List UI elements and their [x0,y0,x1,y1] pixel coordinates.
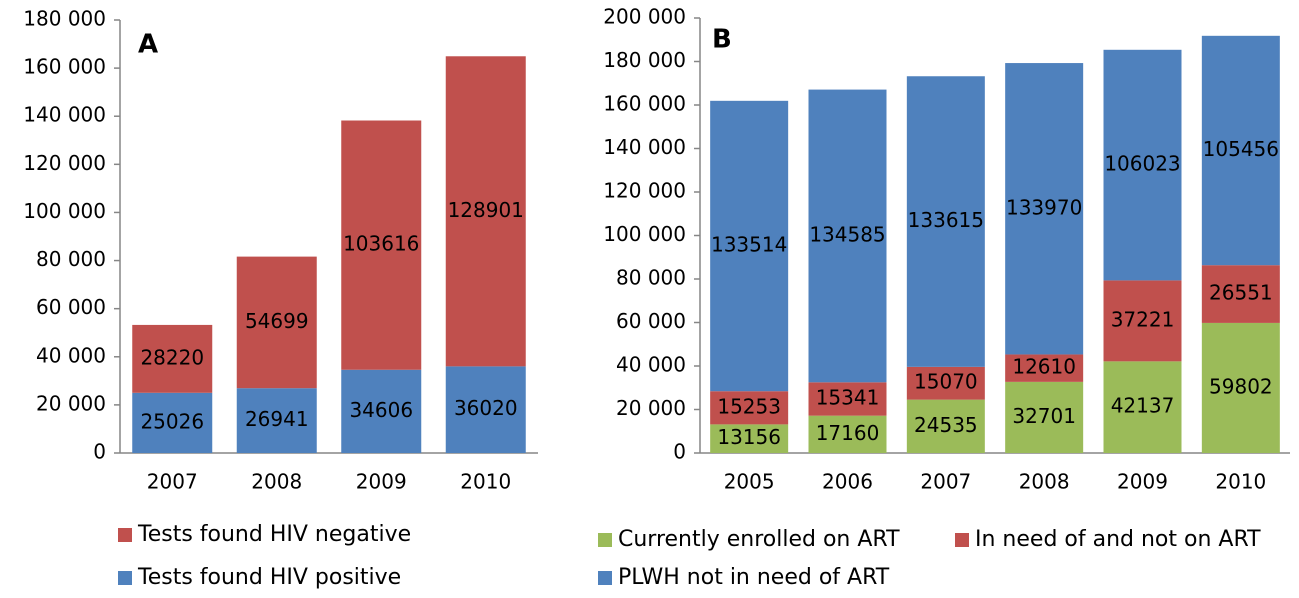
x-tick-label: 2008 [251,470,302,494]
y-tick-label: 40 000 [616,353,686,377]
y-tick-label: 120 000 [603,179,686,203]
bar-segment [808,382,887,416]
y-tick-label: 20 000 [36,391,106,415]
panel-label: A [138,30,158,60]
data-label: 105456 [1203,137,1279,161]
data-label: 24535 [914,413,978,437]
bar-segment [1201,35,1280,266]
bar-segment [236,256,317,389]
bar-segment [132,324,213,393]
data-label: 134585 [809,222,885,246]
y-tick-label: 20 000 [616,396,686,420]
y-tick-label: 160 000 [23,55,106,79]
data-label: 128901 [448,198,524,222]
y-tick-label: 100 000 [603,222,686,246]
bar-segment [906,76,985,367]
y-tick-label: 180 000 [23,7,106,31]
data-label: 133514 [711,233,787,257]
legend-label: In need of and not on ART [975,527,1261,552]
y-tick-label: 200 000 [603,5,686,29]
data-label: 103616 [343,232,419,256]
data-label: 26941 [245,407,309,431]
data-label: 28220 [140,345,204,369]
bar-segment [341,120,422,370]
y-tick-label: 160 000 [603,92,686,116]
legend-label: Currently enrolled on ART [618,527,900,552]
panel-label: B [712,25,732,55]
legend-swatch [118,571,132,585]
y-tick-label: 40 000 [36,343,106,367]
x-tick-label: 2005 [724,470,775,494]
data-label: 42137 [1111,394,1175,418]
data-label: 37221 [1111,307,1175,331]
legend-swatch [598,533,612,547]
data-label: 133970 [1006,195,1082,219]
y-tick-label: 120 000 [23,151,106,175]
data-label: 13156 [717,425,781,449]
data-label: 26551 [1209,281,1273,305]
y-tick-label: 140 000 [23,103,106,127]
legend-swatch [598,571,612,585]
x-tick-label: 2007 [147,470,198,494]
bar-segment [341,369,422,453]
x-tick-label: 2010 [460,470,511,494]
bar-segment [1005,381,1084,453]
bar-segment [1103,49,1182,281]
y-tick-label: 80 000 [36,247,106,271]
legend-label: PLWH not in need of ART [618,565,890,590]
y-tick-label: 140 000 [603,135,686,159]
bar-segment [906,366,985,400]
bar-segment [1005,354,1084,382]
bar-segment [710,100,789,392]
bar-segment [906,399,985,453]
bar-segment [132,392,213,453]
x-tick-label: 2006 [822,470,873,494]
bar-segment [1201,265,1280,323]
bar-segment [236,388,317,453]
x-tick-label: 2009 [1117,470,1168,494]
bar-segment [1103,361,1182,453]
data-label: 106023 [1104,152,1180,176]
y-tick-label: 0 [93,440,106,464]
x-tick-label: 2010 [1215,470,1266,494]
data-label: 36020 [454,396,518,420]
data-label: 34606 [349,398,413,422]
data-label: 54699 [245,309,309,333]
data-label: 17160 [816,421,880,445]
x-tick-label: 2009 [356,470,407,494]
bar-segment [808,415,887,453]
bar-segment [1005,63,1084,355]
bar-segment [445,56,526,367]
data-label: 25026 [140,409,204,433]
y-tick-label: 180 000 [603,48,686,72]
bar-segment [710,424,789,453]
x-tick-label: 2007 [920,470,971,494]
y-tick-label: 100 000 [23,199,106,223]
legend-label: Tests found HIV positive [137,565,401,590]
legend-label: Tests found HIV negative [137,522,411,547]
legend-swatch [118,528,132,542]
data-label: 133615 [908,208,984,232]
bar-segment [710,391,789,425]
y-tick-label: 0 [673,440,686,464]
data-label: 15341 [816,385,880,409]
y-tick-label: 60 000 [616,309,686,333]
bar-segment [808,89,887,383]
bar-segment [1103,280,1182,362]
bar-segment [1201,322,1280,453]
legend-swatch [955,533,969,547]
x-tick-label: 2008 [1019,470,1070,494]
y-tick-label: 80 000 [616,266,686,290]
data-label: 32701 [1012,404,1076,428]
data-label: 12610 [1012,355,1076,379]
data-label: 15070 [914,370,978,394]
y-tick-label: 60 000 [36,295,106,319]
data-label: 59802 [1209,374,1273,398]
data-label: 15253 [717,394,781,418]
bar-segment [445,366,526,453]
